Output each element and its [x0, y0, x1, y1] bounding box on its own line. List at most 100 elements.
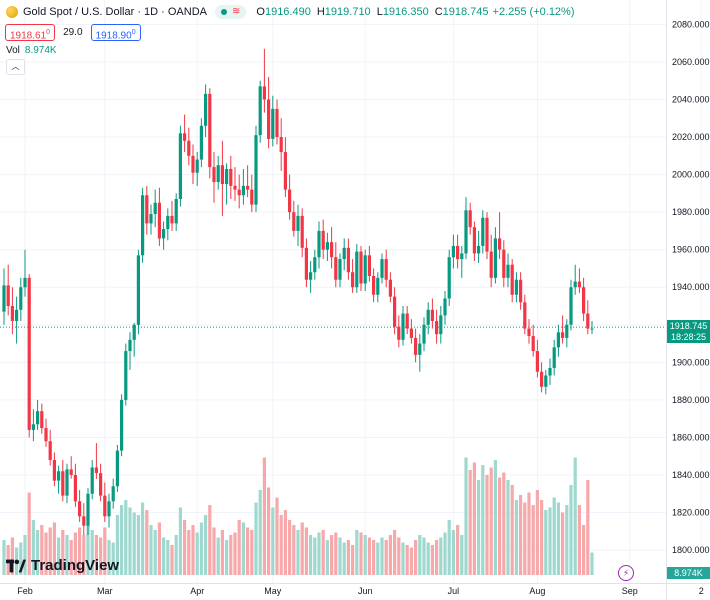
time-tick-label: Jun [358, 586, 373, 596]
market-status-pill[interactable]: ≋ [215, 5, 247, 19]
candle-body [246, 185, 250, 190]
price-axis[interactable]: 1800.000 1820.000 1840.000 1860.000 1880.000… [666, 0, 710, 600]
candle-body [94, 467, 98, 474]
symbol-title[interactable]: Gold Spot / U.S. Dollar · 1D · OANDA [23, 6, 207, 18]
last-price-tag: 1918.745 [667, 320, 710, 332]
candle-body [275, 108, 279, 138]
volume-bar [586, 480, 590, 575]
candle-body [401, 313, 405, 340]
candle-body [330, 242, 334, 258]
candle-body [540, 371, 544, 387]
volume-bar [590, 552, 594, 575]
candle-body [195, 159, 199, 173]
candle-body [506, 264, 510, 278]
volume-bar [132, 512, 136, 575]
candle-body [418, 343, 422, 355]
close-value: 1918.745 [442, 6, 489, 18]
volume-bar [111, 542, 115, 575]
volume-bar [397, 537, 401, 575]
candle-body [334, 257, 338, 280]
candle-body [447, 257, 451, 299]
volume-bar [292, 525, 296, 575]
candle-body [477, 245, 481, 254]
candle-body [6, 285, 10, 307]
candle-body [456, 245, 460, 260]
time-axis[interactable]: Feb Mar Apr May Jun Jul Aug Sep 2 [0, 583, 710, 597]
sell-button[interactable]: 1918.610 [5, 23, 56, 41]
price-tick-label: 2040.000 [672, 95, 710, 105]
volume-bar [405, 545, 409, 575]
candle-body [132, 324, 136, 340]
candle-body [577, 281, 581, 288]
lightning-icon[interactable]: ⚡ [618, 565, 634, 581]
volume-bar [330, 535, 334, 575]
volume-bar [548, 507, 552, 575]
volume-label[interactable]: Vol [6, 44, 20, 56]
volume-bar [258, 490, 262, 575]
candle-body [414, 337, 418, 355]
volume-bar [166, 540, 170, 575]
collapse-legend-button[interactable]: ︿ [6, 59, 25, 75]
volume-bar [544, 510, 548, 575]
volume-bar [90, 530, 94, 575]
volume-bar [510, 485, 514, 575]
candle-body [107, 501, 111, 517]
candle-body [405, 313, 409, 329]
candle-body [19, 287, 23, 310]
candle-body [535, 351, 539, 372]
volume-bar [523, 502, 527, 575]
candle-body [283, 152, 287, 190]
candle-body [346, 247, 350, 273]
volume-bar [69, 540, 73, 575]
candle-body [27, 277, 31, 430]
candle-body [569, 287, 573, 325]
high-label: H [316, 6, 325, 18]
volume-bar [317, 532, 321, 575]
candle-body [321, 230, 325, 250]
volume-bar [233, 532, 237, 575]
candle-body [191, 155, 195, 173]
volume-bar [204, 515, 208, 575]
volume-bar [489, 467, 493, 575]
volume-bar [40, 525, 44, 575]
candle-body [86, 493, 90, 526]
tradingview-logo[interactable]: TradingView [6, 557, 119, 574]
volume-bar [481, 465, 485, 575]
candle-body [23, 277, 27, 288]
time-tick-label: Apr [190, 586, 204, 596]
volume-bar [577, 505, 581, 575]
volume-bar [355, 530, 359, 575]
candle-body [279, 137, 283, 153]
candle-body [493, 238, 497, 278]
volume-bar [460, 535, 464, 575]
volume-bar [103, 527, 107, 575]
candle-body [351, 272, 355, 288]
volume-bar [502, 472, 506, 575]
volume-bar [36, 530, 40, 575]
candle-body [489, 251, 493, 278]
candle-body [426, 309, 430, 325]
volume-bar [388, 535, 392, 575]
candle-body [90, 467, 94, 494]
volume-bar [409, 547, 413, 575]
volume-bar [57, 537, 61, 575]
volume-bar [430, 545, 434, 575]
candle-body [313, 257, 317, 273]
volume-bar [582, 525, 586, 575]
buy-button[interactable]: 1918.900 [90, 23, 141, 41]
candlesticks [2, 48, 594, 536]
candle-body [300, 215, 304, 248]
candle-body [510, 264, 514, 295]
candle-body [120, 399, 124, 451]
volume-bar [191, 525, 195, 575]
candle-body [451, 245, 455, 258]
volume-bar [107, 540, 111, 575]
tradingview-mark-icon [6, 559, 26, 572]
candle-body [409, 328, 413, 338]
volume-bar [52, 522, 56, 575]
candle-body [183, 133, 187, 141]
price-tick-label: 1860.000 [672, 432, 710, 442]
volume-bar [519, 495, 523, 575]
volume-bar [321, 530, 325, 575]
